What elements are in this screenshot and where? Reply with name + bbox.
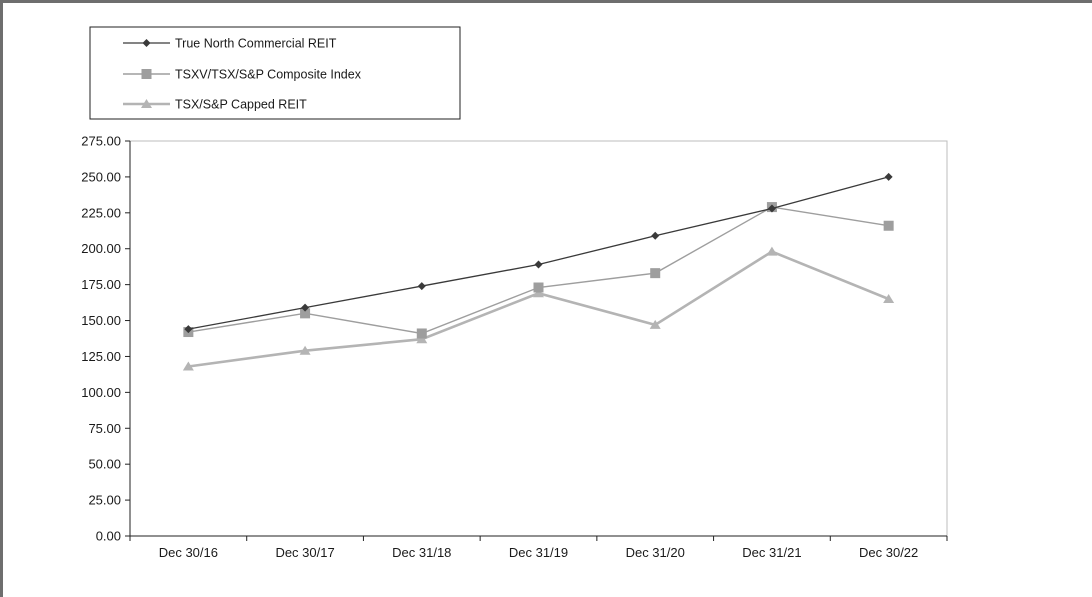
x-tick-label: Dec 30/16 <box>159 545 218 560</box>
data-point <box>299 345 311 355</box>
data-point <box>650 268 661 279</box>
y-tick-label: 75.00 <box>88 421 121 436</box>
series-3 <box>182 246 895 371</box>
legend-marker <box>141 69 152 79</box>
data-point <box>301 303 310 312</box>
data-point <box>300 308 311 319</box>
y-tick-label: 175.00 <box>81 277 121 292</box>
y-tick-label: 125.00 <box>81 349 121 364</box>
y-tick-label: 100.00 <box>81 385 121 400</box>
y-tick-label: 0.00 <box>96 529 121 544</box>
legend-label: True North Commercial REIT <box>175 37 337 51</box>
series-2 <box>183 202 894 339</box>
y-tick-label: 200.00 <box>81 241 121 256</box>
legend-marker <box>142 39 151 47</box>
data-point <box>533 282 544 293</box>
x-tick-label: Dec 30/22 <box>859 545 918 560</box>
data-point <box>533 288 544 298</box>
data-point <box>883 220 894 231</box>
data-point <box>416 328 427 339</box>
data-point <box>766 246 778 256</box>
legend: True North Commercial REIT TSXV/TSX/S&P C… <box>89 26 461 120</box>
data-point <box>649 319 661 329</box>
data-point <box>182 361 194 371</box>
data-point <box>417 282 426 291</box>
legend-marker <box>141 99 152 108</box>
y-tick-label: 275.00 <box>81 134 121 149</box>
axes <box>129 140 948 537</box>
y-tick-label: 50.00 <box>88 457 121 472</box>
data-point <box>883 294 895 303</box>
x-tick-label: Dec 31/21 <box>742 545 801 560</box>
data-point <box>416 334 428 344</box>
series-line <box>188 206 889 335</box>
x-tick-label: Dec 31/20 <box>626 545 685 560</box>
plot-area <box>129 140 948 537</box>
y-tick-label: 150.00 <box>81 313 121 328</box>
series-1 <box>184 172 893 334</box>
data-point <box>184 325 193 334</box>
x-tick-label: Dec 31/18 <box>392 545 451 560</box>
legend-label: TSXV/TSX/S&P Composite Index <box>175 68 362 82</box>
data-point <box>651 231 660 240</box>
y-tick-label: 25.00 <box>88 493 121 508</box>
data-point <box>534 260 543 269</box>
series-line <box>188 176 889 330</box>
x-tick-label: Dec 30/17 <box>275 545 334 560</box>
y-tick-label: 225.00 <box>81 205 121 220</box>
data-point <box>767 204 776 213</box>
legend-label: TSX/S&P Capped REIT <box>175 98 307 112</box>
data-point <box>884 172 893 181</box>
series-line <box>188 250 890 368</box>
x-tick-label: Dec 31/19 <box>509 545 568 560</box>
y-tick-label: 250.00 <box>81 169 121 184</box>
